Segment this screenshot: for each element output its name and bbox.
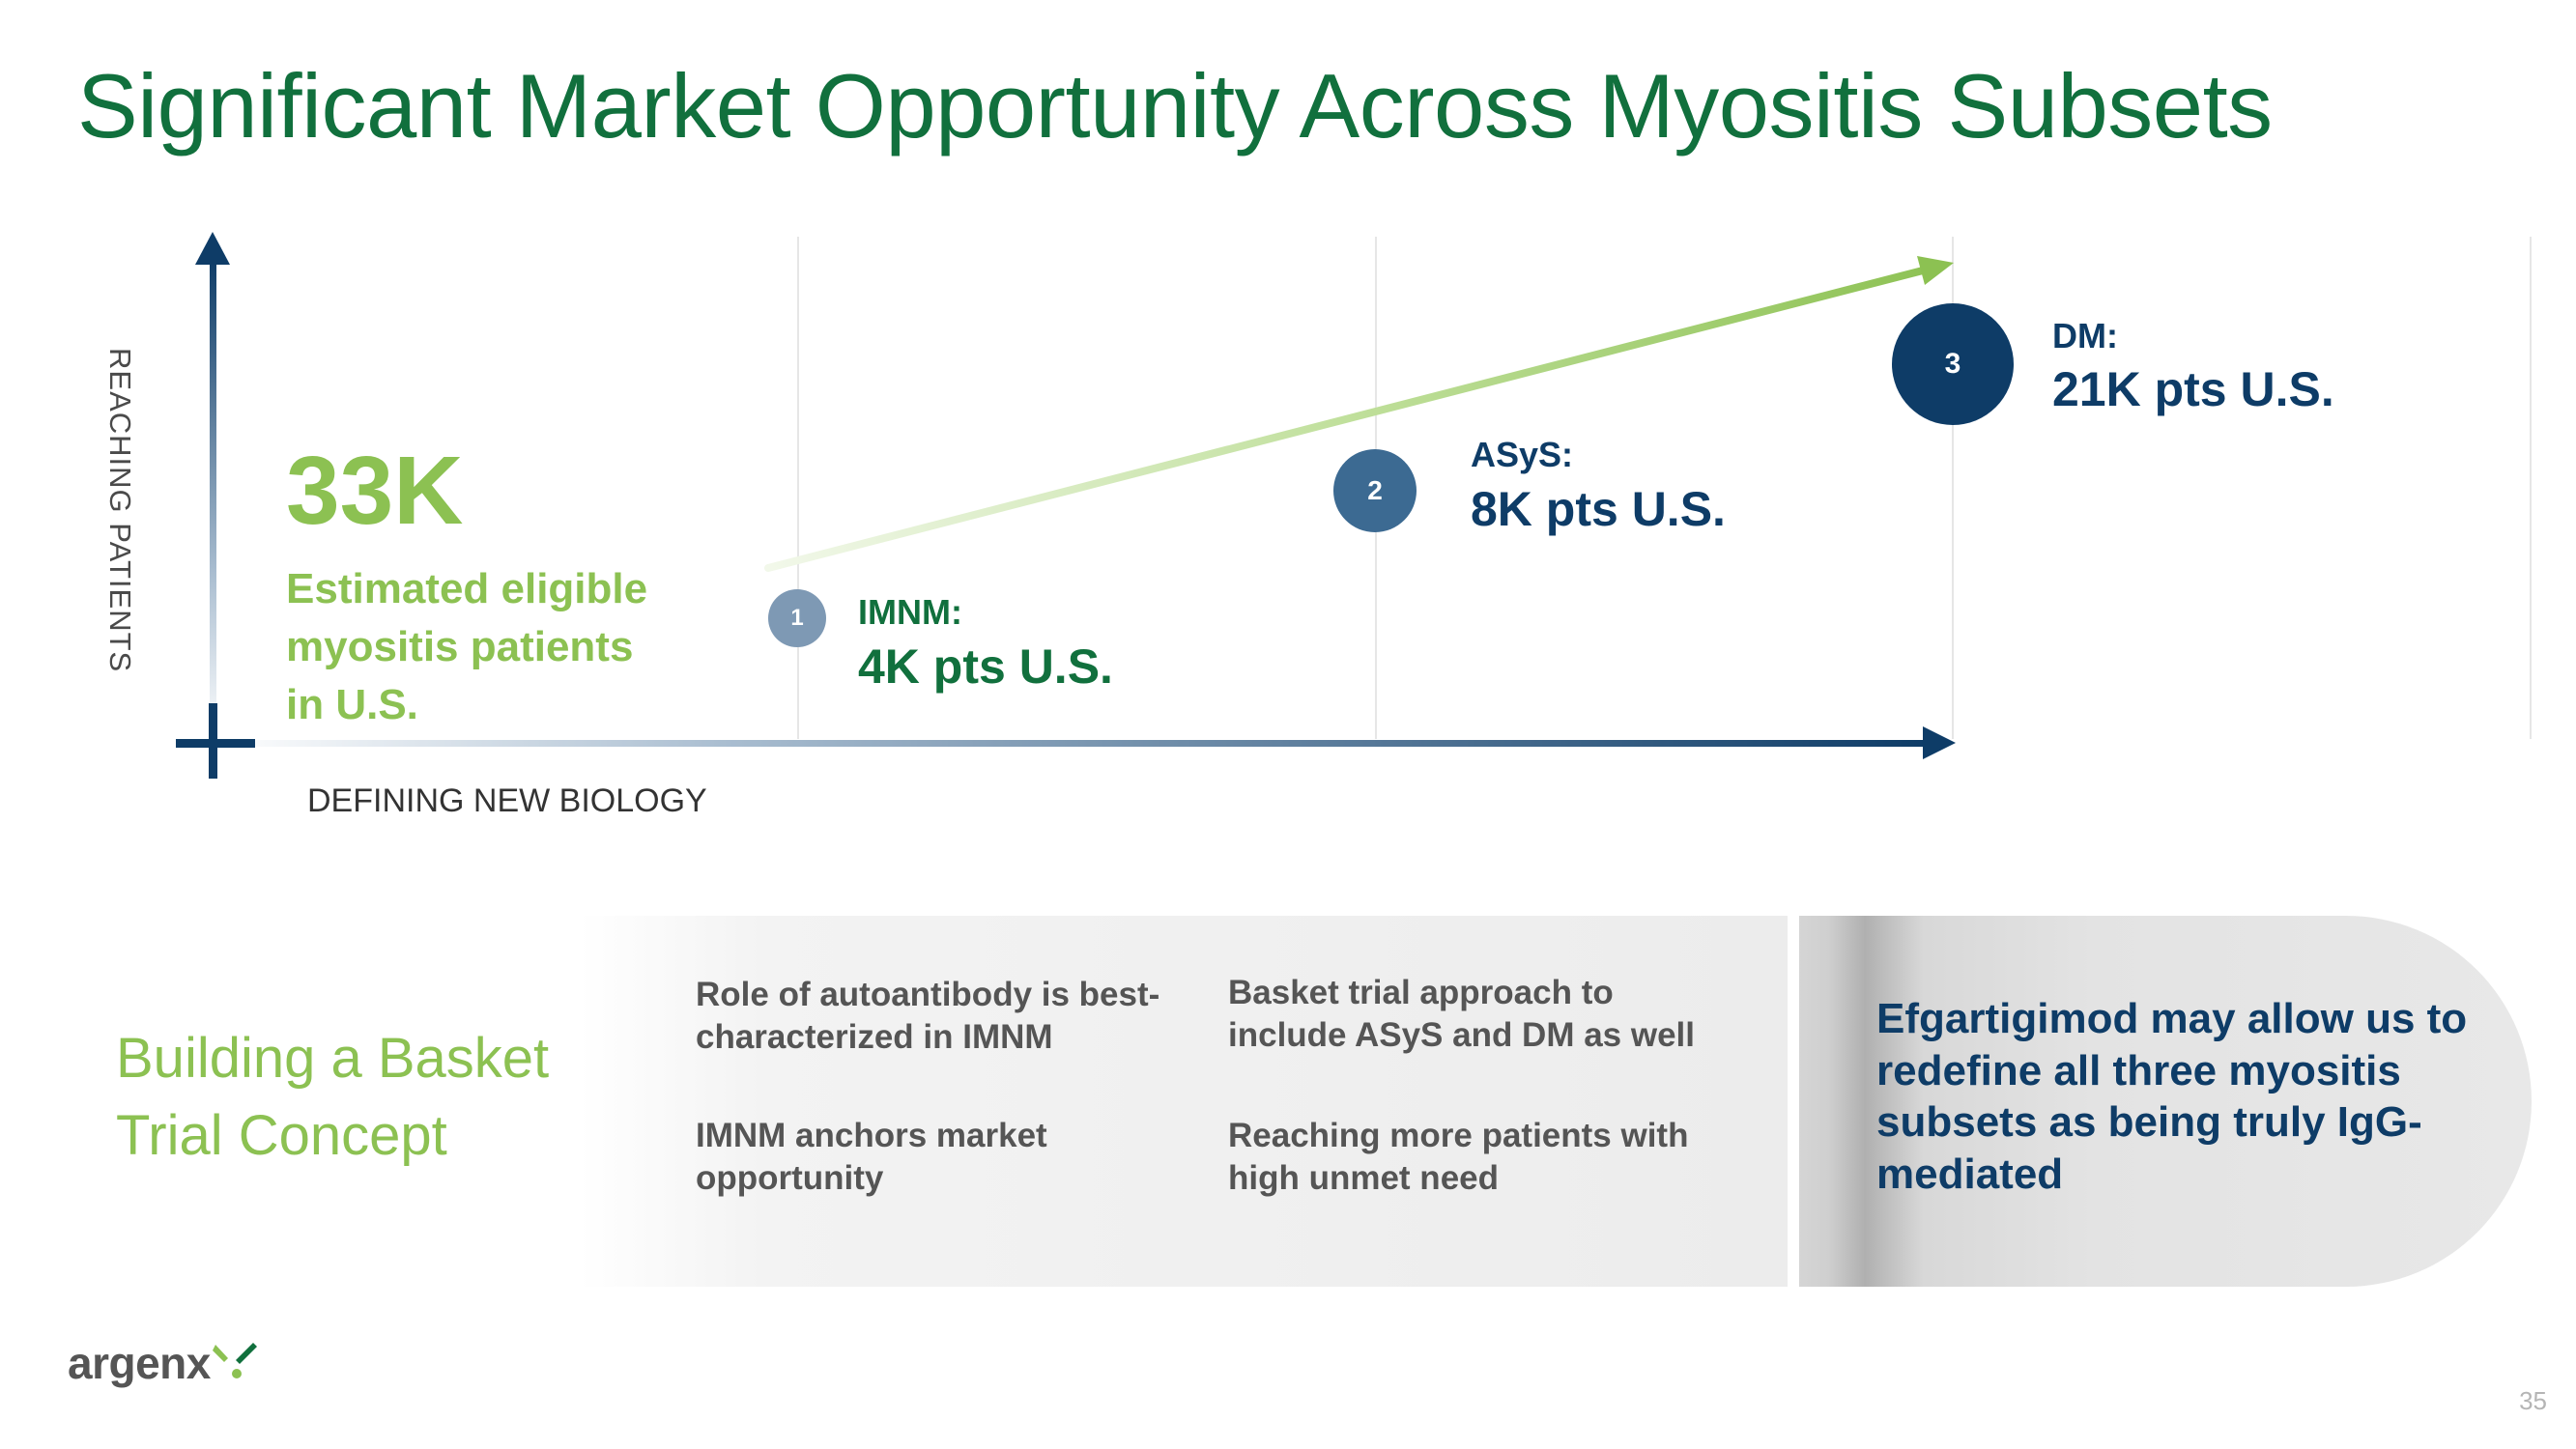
grid-line-4 [2530, 237, 2532, 739]
page-title: Significant Market Opportunity Across My… [77, 55, 2273, 156]
grid-line-1 [797, 237, 799, 739]
subset-label-asys: ASyS: [1471, 435, 1574, 474]
basket-point-1: Role of autoantibody is best-characteriz… [696, 976, 1160, 1056]
subset-badge-1: 1 [768, 589, 826, 647]
y-axis-line [210, 259, 216, 742]
subset-value-imnm: 4K pts U.S. [858, 639, 1113, 694]
x-axis-line [215, 740, 1927, 747]
basket-points-panel [580, 916, 1788, 1287]
basket-point-4: Reaching more patients with high unmet n… [1228, 1117, 1689, 1197]
total-patients-description: Estimated eligible myositis patients in … [286, 565, 648, 728]
conclusion-text: Efgartigimod may allow us to redefine al… [1876, 995, 2468, 1199]
subset-value-asys: 8K pts U.S. [1471, 482, 1726, 536]
y-axis-arrowhead [195, 232, 230, 265]
subset-label-dm: DM: [2052, 316, 2118, 355]
trend-arrowhead [1917, 256, 1954, 285]
conclusion-capsule: Efgartigimod may allow us to redefine al… [1799, 916, 2532, 1287]
subset-value-dm: 21K pts U.S. [2052, 362, 2334, 416]
basket-point-2: Basket trial approach to include ASyS an… [1228, 974, 1695, 1054]
subset-badge-3: 3 [1892, 303, 2014, 425]
x-axis-arrowhead [1923, 726, 1956, 759]
subset-badge-2: 2 [1333, 449, 1417, 532]
subset-label-imnm: IMNM: [858, 592, 962, 632]
basket-point-3: IMNM anchors market opportunity [696, 1117, 1047, 1197]
x-axis-label: DEFINING NEW BIOLOGY [307, 782, 707, 819]
page-number: 35 [2519, 1386, 2547, 1415]
origin-cross-vertical [209, 703, 217, 779]
grid-line-3 [1952, 237, 1954, 739]
y-axis-label: REACHING PATIENTS [103, 348, 137, 673]
argenx-logo: argenx [68, 1337, 211, 1389]
chart-axes [176, 232, 1956, 779]
basket-trial-heading: Building a Basket Trial Concept [116, 1027, 550, 1168]
logo-text: argenx [68, 1338, 211, 1388]
logo-mark-icon [213, 1343, 257, 1378]
total-patients-value: 33K [286, 437, 464, 545]
trend-line [764, 267, 1927, 572]
